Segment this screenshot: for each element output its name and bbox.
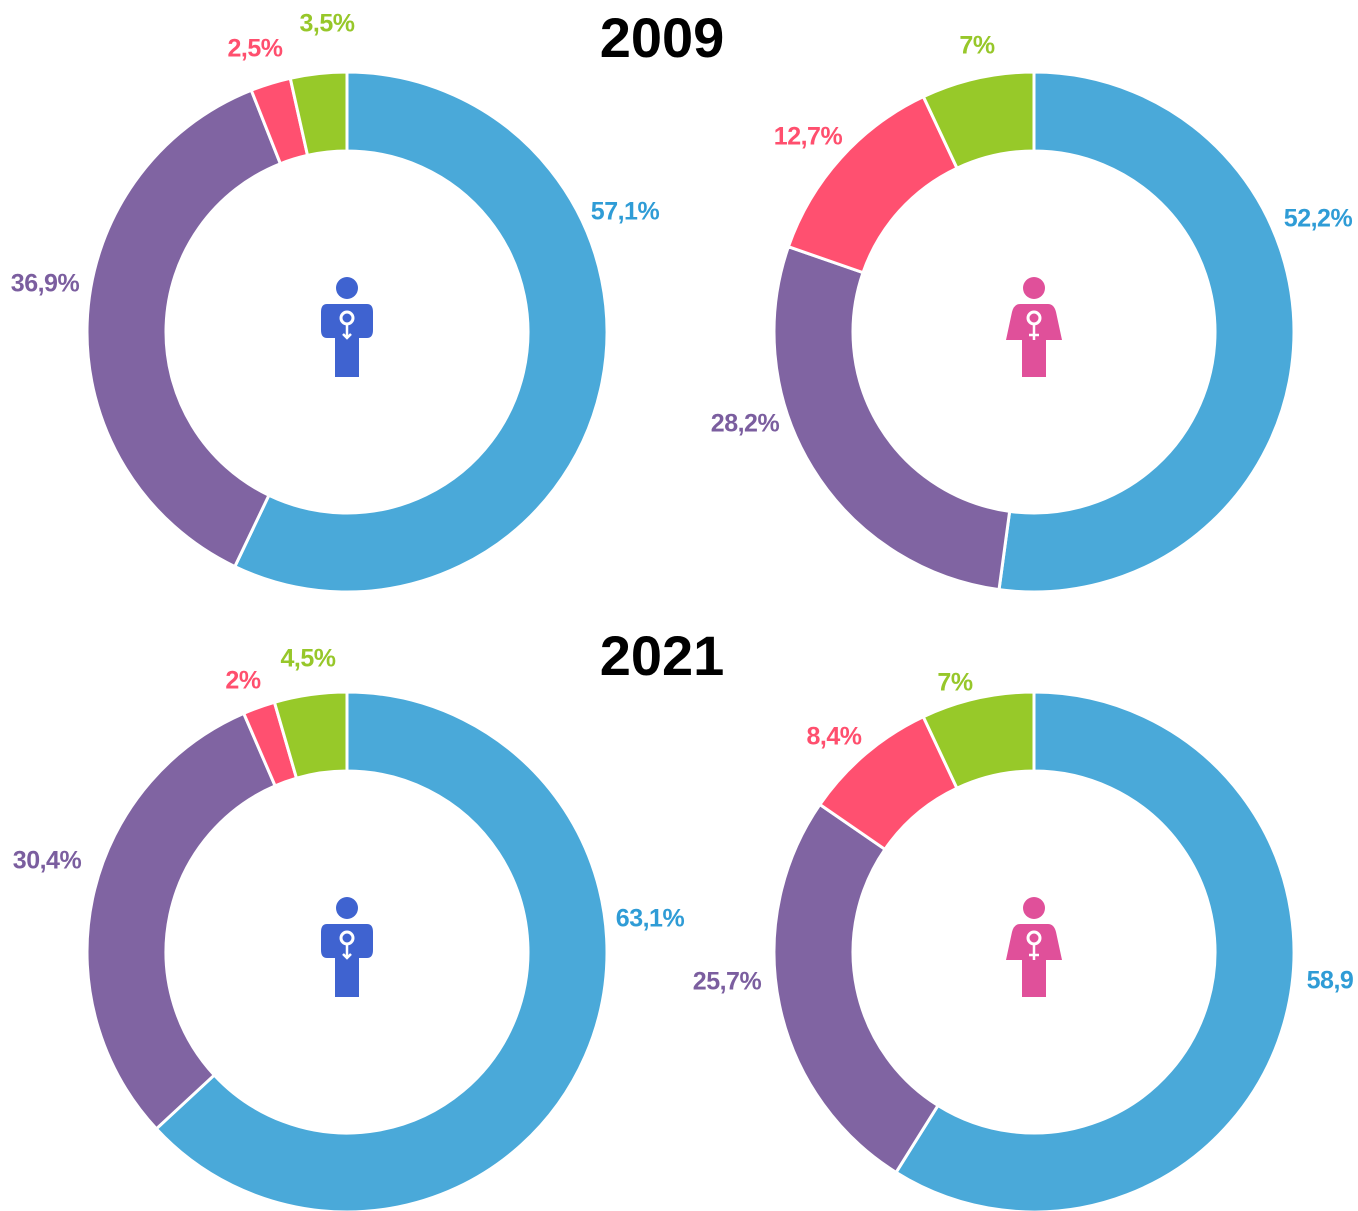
data-label: 3,5% — [300, 10, 355, 38]
donut-segment — [272, 690, 349, 780]
data-label: 2,5% — [228, 35, 283, 63]
data-label: 57,1% — [591, 198, 660, 226]
data-label: 4,5% — [281, 645, 336, 673]
data-label: 7% — [959, 32, 994, 60]
data-label: 2% — [225, 667, 260, 695]
donut-segment — [85, 88, 282, 569]
donut-segment — [921, 690, 1036, 790]
donut-segment — [288, 70, 349, 157]
data-label: 58,9 — [1307, 967, 1354, 995]
data-label: 25,7% — [693, 968, 762, 996]
donut-segment — [233, 70, 609, 594]
donut-segment — [154, 690, 609, 1211]
data-label: 52,2% — [1284, 205, 1353, 233]
donut-segment — [772, 245, 1012, 592]
female-icon — [1006, 277, 1062, 377]
data-label: 30,4% — [13, 847, 82, 875]
donut-segment — [997, 70, 1296, 594]
male-icon — [321, 277, 373, 377]
data-label: 7% — [937, 669, 972, 697]
data-label: 28,2% — [711, 410, 780, 438]
data-label: 36,9% — [11, 270, 80, 298]
donut-segment — [921, 70, 1036, 170]
icons — [321, 277, 1062, 997]
heading: 2021 — [600, 624, 725, 687]
donut-segment — [85, 711, 277, 1131]
data-label: 8,4% — [807, 723, 862, 751]
female-icon — [1006, 897, 1062, 997]
heading: 2009 — [600, 6, 725, 69]
donut-segment — [894, 690, 1296, 1211]
data-label: 12,7% — [774, 123, 843, 151]
male-icon — [321, 897, 373, 997]
data-label: 63,1% — [616, 905, 685, 933]
donut-segment — [772, 803, 940, 1174]
